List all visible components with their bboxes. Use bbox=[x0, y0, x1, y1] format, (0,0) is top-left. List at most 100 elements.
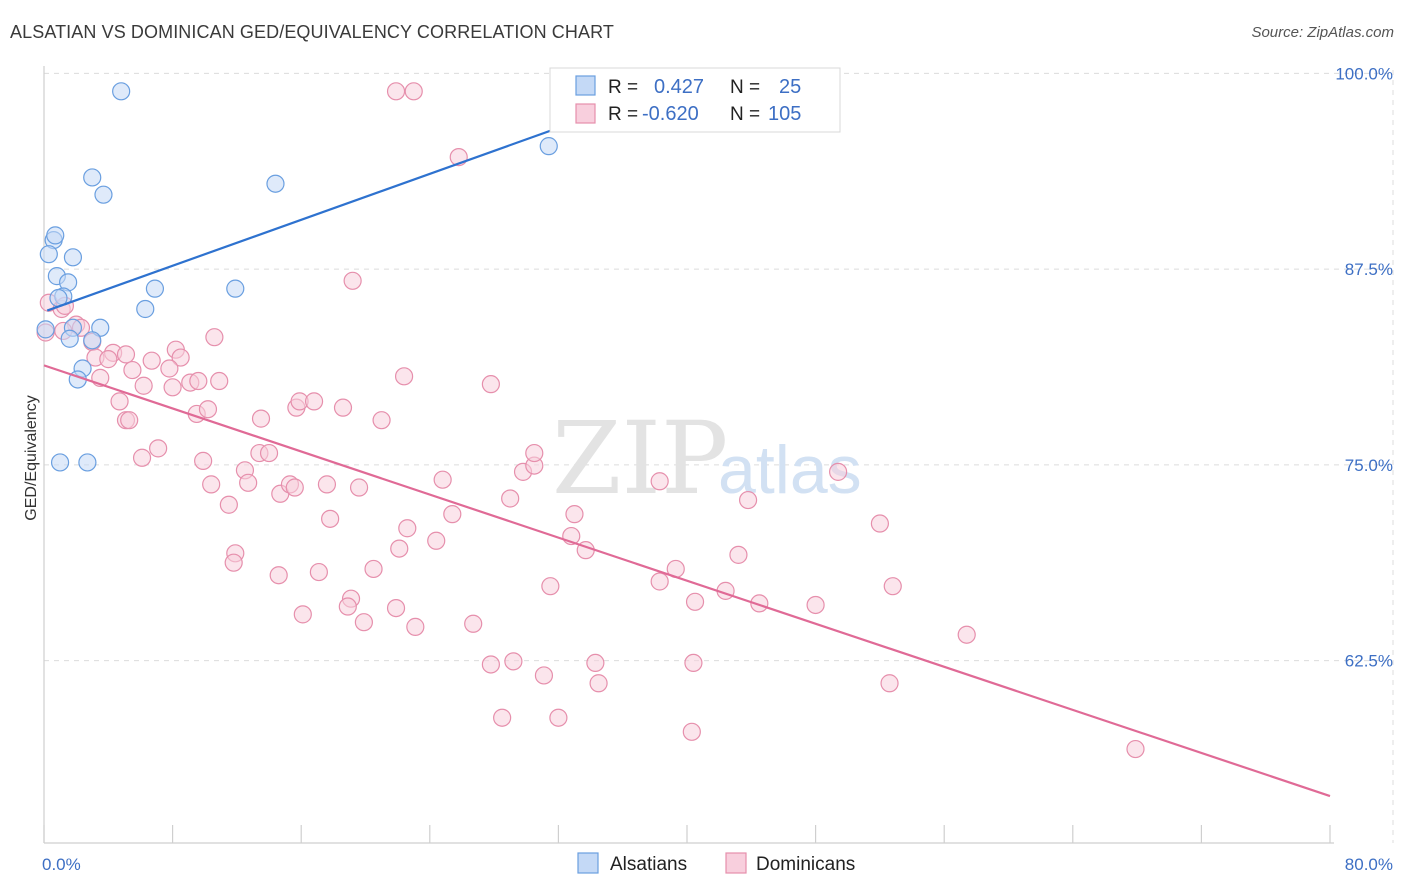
chart-title: ALSATIAN VS DOMINICAN GED/EQUIVALENCY CO… bbox=[10, 22, 614, 42]
legend-n-label-alsatians: N = bbox=[730, 77, 760, 98]
point-dominicans bbox=[729, 545, 748, 564]
point-dominicans bbox=[565, 505, 584, 524]
y-tick-label: 87.5% bbox=[1345, 260, 1393, 279]
point-alsatians bbox=[36, 320, 55, 339]
point-dominicans bbox=[481, 655, 500, 674]
point-dominicans bbox=[259, 443, 279, 463]
legend-n-label-dominicans: N = bbox=[730, 104, 760, 125]
point-dominicans bbox=[304, 392, 324, 411]
point-alsatians bbox=[226, 279, 245, 298]
y-axis-label: GED/Equivalency bbox=[23, 395, 40, 520]
legend-r-label-dominicans: R = bbox=[608, 104, 638, 125]
point-dominicans bbox=[132, 448, 152, 467]
point-dominicans bbox=[443, 505, 462, 524]
point-dominicans bbox=[534, 666, 554, 685]
point-dominicans bbox=[390, 539, 409, 558]
point-dominicans bbox=[116, 345, 136, 364]
point-dominicans bbox=[586, 653, 605, 673]
point-dominicans bbox=[189, 371, 208, 391]
legend-swatch-alsatians bbox=[575, 75, 596, 96]
point-dominicans bbox=[110, 392, 129, 411]
point-dominicans bbox=[343, 271, 362, 290]
bottom-legend: Alsatians Dominicans bbox=[577, 852, 855, 875]
point-dominicans bbox=[957, 625, 976, 644]
point-alsatians bbox=[145, 279, 165, 298]
point-dominicans bbox=[210, 371, 229, 391]
point-dominicans bbox=[504, 652, 523, 671]
watermark-zip: ZIP bbox=[552, 400, 728, 517]
point-dominicans bbox=[398, 519, 417, 538]
point-dominicans bbox=[338, 597, 357, 616]
point-dominicans bbox=[1126, 739, 1145, 759]
point-dominicans bbox=[880, 674, 899, 693]
point-dominicans bbox=[333, 398, 353, 417]
point-alsatians bbox=[39, 245, 58, 264]
point-dominicans bbox=[386, 598, 406, 618]
legend-box bbox=[549, 67, 841, 133]
point-alsatians bbox=[63, 248, 83, 267]
point-dominicans bbox=[433, 470, 452, 489]
legend-r-label-alsatians: R = bbox=[608, 77, 638, 98]
point-dominicans bbox=[219, 495, 238, 514]
point-dominicans bbox=[870, 514, 890, 533]
point-dominicans bbox=[160, 359, 179, 378]
point-dominicans bbox=[549, 708, 568, 727]
point-dominicans bbox=[194, 451, 213, 470]
point-dominicans bbox=[171, 348, 190, 367]
point-dominicans bbox=[149, 439, 168, 458]
point-dominicans bbox=[317, 475, 337, 494]
point-alsatians bbox=[136, 299, 155, 319]
point-dominicans bbox=[142, 351, 161, 370]
point-dominicans bbox=[349, 478, 369, 497]
y-tick-label: 62.5% bbox=[1345, 652, 1393, 671]
point-alsatians bbox=[83, 331, 102, 350]
point-dominicans bbox=[99, 350, 118, 369]
point-dominicans bbox=[309, 562, 328, 582]
point-dominicans bbox=[134, 376, 153, 395]
point-dominicans bbox=[650, 572, 669, 591]
point-dominicans bbox=[354, 613, 373, 632]
watermark: ZIP atlas bbox=[552, 400, 862, 517]
point-dominicans bbox=[404, 82, 423, 101]
x-tick-label: 0.0% bbox=[42, 855, 81, 874]
legend: R = 0.427 N = 25 R = -0.620 N = 105 bbox=[549, 67, 841, 133]
point-dominicans bbox=[481, 375, 500, 394]
point-dominicans bbox=[372, 411, 391, 430]
point-dominicans bbox=[685, 592, 705, 611]
point-alsatians bbox=[83, 168, 102, 187]
point-alsatians bbox=[539, 137, 558, 156]
trendline-dominicans bbox=[43, 364, 1331, 798]
point-dominicans bbox=[198, 400, 218, 419]
point-dominicans bbox=[285, 478, 304, 497]
legend-n-value-dominicans: 105 bbox=[768, 103, 801, 125]
point-dominicans bbox=[386, 82, 406, 101]
point-dominicans bbox=[493, 708, 512, 727]
point-dominicans bbox=[120, 411, 139, 430]
point-dominicans bbox=[394, 367, 414, 386]
point-dominicans bbox=[589, 674, 608, 693]
point-dominicans bbox=[202, 475, 221, 494]
point-dominicans bbox=[541, 577, 560, 596]
tick-labels: 100.0% 87.5% 75.0% 62.5% 0.0% 80.0% bbox=[42, 64, 1393, 874]
point-alsatians bbox=[266, 174, 285, 193]
x-tick-label: 80.0% bbox=[1345, 855, 1393, 874]
point-dominicans bbox=[501, 489, 520, 508]
source-credit: Source: ZipAtlas.com bbox=[1251, 24, 1394, 41]
y-tick-label: 100.0% bbox=[1335, 64, 1393, 83]
point-alsatians bbox=[78, 453, 97, 472]
point-dominicans bbox=[224, 553, 243, 572]
point-dominicans bbox=[205, 328, 224, 347]
point-dominicans bbox=[406, 617, 425, 636]
point-dominicans bbox=[738, 490, 758, 510]
legend-r-value-alsatians: 0.427 bbox=[654, 76, 704, 98]
point-dominicans bbox=[525, 443, 544, 463]
y-tick-label: 75.0% bbox=[1345, 456, 1393, 475]
legend-r-value-dominicans: -0.620 bbox=[642, 103, 699, 125]
point-dominicans bbox=[163, 378, 182, 397]
point-dominicans bbox=[750, 594, 769, 613]
point-dominicans bbox=[464, 614, 483, 633]
legend-swatch-dominicans bbox=[575, 103, 596, 124]
point-dominicans bbox=[829, 462, 848, 481]
point-dominicans bbox=[806, 595, 825, 615]
